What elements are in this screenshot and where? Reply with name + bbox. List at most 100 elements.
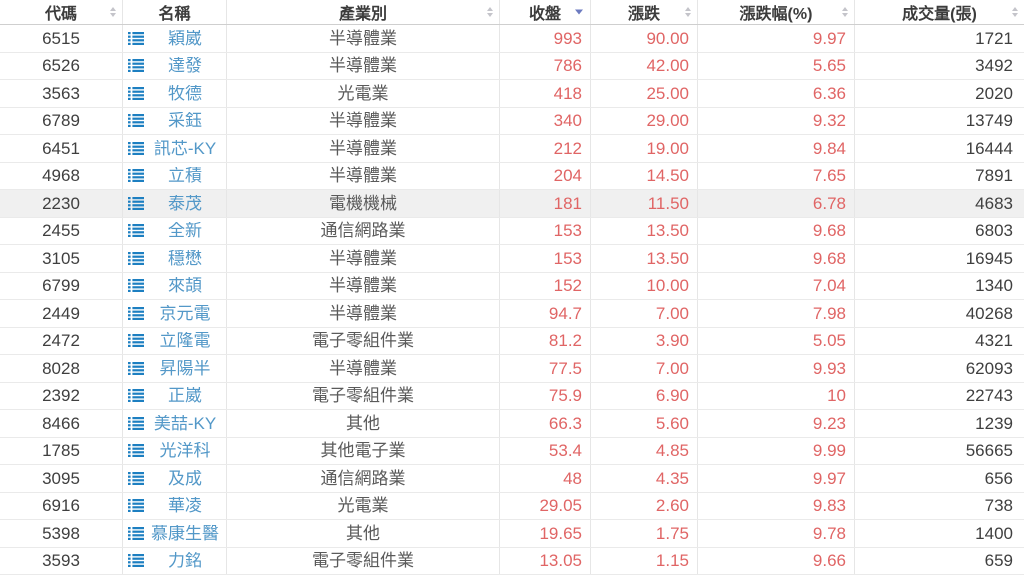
sort-toggle-icon[interactable] <box>487 7 493 17</box>
column-header-change-pct[interactable]: 漲跌幅(%) <box>698 0 855 24</box>
list-icon[interactable] <box>128 87 144 100</box>
list-icon[interactable] <box>128 197 144 210</box>
column-header-close[interactable]: 收盤 <box>500 0 591 24</box>
stock-name-link[interactable]: 慕康生醫 <box>144 525 226 542</box>
list-icon[interactable] <box>128 114 144 127</box>
table-row[interactable]: 2449 京元電 半導體業 94.7 7.00 7.98 <box>0 300 1024 328</box>
change-pct-cell: 9.68 <box>698 245 855 272</box>
industry-cell: 電子零組件業 <box>227 548 500 575</box>
list-icon[interactable] <box>128 444 144 457</box>
sort-toggle-icon[interactable] <box>1012 7 1018 17</box>
industry-cell: 電機機械 <box>227 190 500 217</box>
table-row[interactable]: 4968 立積 半導體業 204 14.50 7.65 <box>0 163 1024 191</box>
table-row[interactable]: 2455 全新 通信網路業 153 13.50 9.68 <box>0 218 1024 246</box>
stock-name-link[interactable]: 達發 <box>144 57 226 74</box>
table-row[interactable]: 2392 正崴 電子零組件業 75.9 6.90 10 <box>0 383 1024 411</box>
table-row[interactable]: 6451 訊芯-KY 半導體業 212 19.00 9. <box>0 135 1024 163</box>
table-row[interactable]: 6526 達發 半導體業 786 42.00 5.65 <box>0 53 1024 81</box>
list-icon[interactable] <box>128 362 144 375</box>
list-icon[interactable] <box>128 169 144 182</box>
change-pct-cell: 7.65 <box>698 163 855 190</box>
sort-desc-icon[interactable] <box>575 10 583 15</box>
change-cell: 25.00 <box>591 80 698 107</box>
table-row[interactable]: 6515 穎崴 半導體業 993 90.00 9.97 <box>0 25 1024 53</box>
change-cell: 4.35 <box>591 465 698 492</box>
change-cell: 6.90 <box>591 383 698 410</box>
stock-name-link[interactable]: 立隆電 <box>144 332 226 349</box>
change-pct-cell: 5.05 <box>698 328 855 355</box>
stock-name-link[interactable]: 全新 <box>144 222 226 239</box>
close-cell: 66.3 <box>500 410 591 437</box>
table-row[interactable]: 3563 牧德 光電業 418 25.00 6.36 <box>0 80 1024 108</box>
list-icon[interactable] <box>128 417 144 430</box>
code-cell: 1785 <box>0 438 123 465</box>
sort-toggle-icon[interactable] <box>685 7 691 17</box>
change-pct-cell: 9.32 <box>698 108 855 135</box>
list-icon[interactable] <box>128 142 144 155</box>
column-header-volume[interactable]: 成交量(張) <box>855 0 1024 24</box>
industry-cell: 半導體業 <box>227 245 500 272</box>
column-header-industry[interactable]: 產業別 <box>227 0 500 24</box>
volume-cell: 13749 <box>855 108 1024 135</box>
stock-name-link[interactable]: 牧德 <box>144 85 226 102</box>
list-icon[interactable] <box>128 252 144 265</box>
stock-name-link[interactable]: 穩懋 <box>144 250 226 267</box>
table-row[interactable]: 3105 穩懋 半導體業 153 13.50 9.68 <box>0 245 1024 273</box>
stock-name-link[interactable]: 光洋科 <box>144 442 226 459</box>
industry-cell: 其他 <box>227 520 500 547</box>
stock-name-link[interactable]: 京元電 <box>144 305 226 322</box>
list-icon[interactable] <box>128 307 144 320</box>
stock-name-link[interactable]: 采鈺 <box>144 112 226 129</box>
list-icon[interactable] <box>128 472 144 485</box>
table-row[interactable]: 3095 及成 通信網路業 48 4.35 9.97 <box>0 465 1024 493</box>
table-header-row: 代碼 名稱 產業別 收盤 漲跌 漲跌幅(%) 成交量(張) <box>0 0 1024 25</box>
list-icon[interactable] <box>128 527 144 540</box>
code-cell: 6916 <box>0 493 123 520</box>
list-icon[interactable] <box>128 59 144 72</box>
industry-cell: 通信網路業 <box>227 218 500 245</box>
table-row[interactable]: 6789 采鈺 半導體業 340 29.00 9.32 <box>0 108 1024 136</box>
list-icon[interactable] <box>128 499 144 512</box>
stock-name-link[interactable]: 立積 <box>144 167 226 184</box>
stock-name-link[interactable]: 及成 <box>144 470 226 487</box>
list-icon[interactable] <box>128 554 144 567</box>
stock-name-link[interactable]: 美喆-KY <box>144 415 226 432</box>
stock-name-link[interactable]: 力銘 <box>144 552 226 569</box>
stock-name-link[interactable]: 泰茂 <box>144 195 226 212</box>
stock-name-link[interactable]: 華凌 <box>144 497 226 514</box>
list-icon[interactable] <box>128 389 144 402</box>
change-cell: 10.00 <box>591 273 698 300</box>
column-header-change[interactable]: 漲跌 <box>591 0 698 24</box>
stock-name-link[interactable]: 來頡 <box>144 277 226 294</box>
close-cell: 181 <box>500 190 591 217</box>
stock-name-link[interactable]: 昇陽半 <box>144 360 226 377</box>
column-header-code[interactable]: 代碼 <box>0 0 123 24</box>
change-pct-cell: 9.83 <box>698 493 855 520</box>
code-cell: 6515 <box>0 25 123 52</box>
industry-cell: 半導體業 <box>227 273 500 300</box>
stock-name-link[interactable]: 正崴 <box>144 387 226 404</box>
list-icon[interactable] <box>128 32 144 45</box>
table-row[interactable]: 1785 光洋科 其他電子業 53.4 4.85 9.9 <box>0 438 1024 466</box>
list-icon[interactable] <box>128 224 144 237</box>
table-row[interactable]: 2230 泰茂 電機機械 181 11.50 6.78 <box>0 190 1024 218</box>
list-icon[interactable] <box>128 279 144 292</box>
table-row[interactable]: 3593 力銘 電子零組件業 13.05 1.15 9. <box>0 548 1024 575</box>
change-pct-cell: 9.84 <box>698 135 855 162</box>
table-row[interactable]: 6916 華凌 光電業 29.05 2.60 9.83 <box>0 493 1024 521</box>
change-cell: 4.85 <box>591 438 698 465</box>
list-icon[interactable] <box>128 334 144 347</box>
stock-name-link[interactable]: 穎崴 <box>144 30 226 47</box>
volume-cell: 22743 <box>855 383 1024 410</box>
table-row[interactable]: 8466 美喆-KY 其他 66.3 5.60 9.23 <box>0 410 1024 438</box>
table-row[interactable]: 8028 昇陽半 半導體業 77.5 7.00 9.93 <box>0 355 1024 383</box>
column-header-name[interactable]: 名稱 <box>123 0 227 24</box>
table-row[interactable]: 6799 來頡 半導體業 152 10.00 7.04 <box>0 273 1024 301</box>
volume-cell: 1239 <box>855 410 1024 437</box>
stock-name-link[interactable]: 訊芯-KY <box>144 140 226 157</box>
sort-toggle-icon[interactable] <box>842 7 848 17</box>
table-row[interactable]: 5398 慕康生醫 其他 19.65 1.75 9.78 <box>0 520 1024 548</box>
name-cell: 采鈺 <box>123 108 227 135</box>
sort-toggle-icon[interactable] <box>110 7 116 17</box>
table-row[interactable]: 2472 立隆電 電子零組件業 81.2 3.90 5. <box>0 328 1024 356</box>
